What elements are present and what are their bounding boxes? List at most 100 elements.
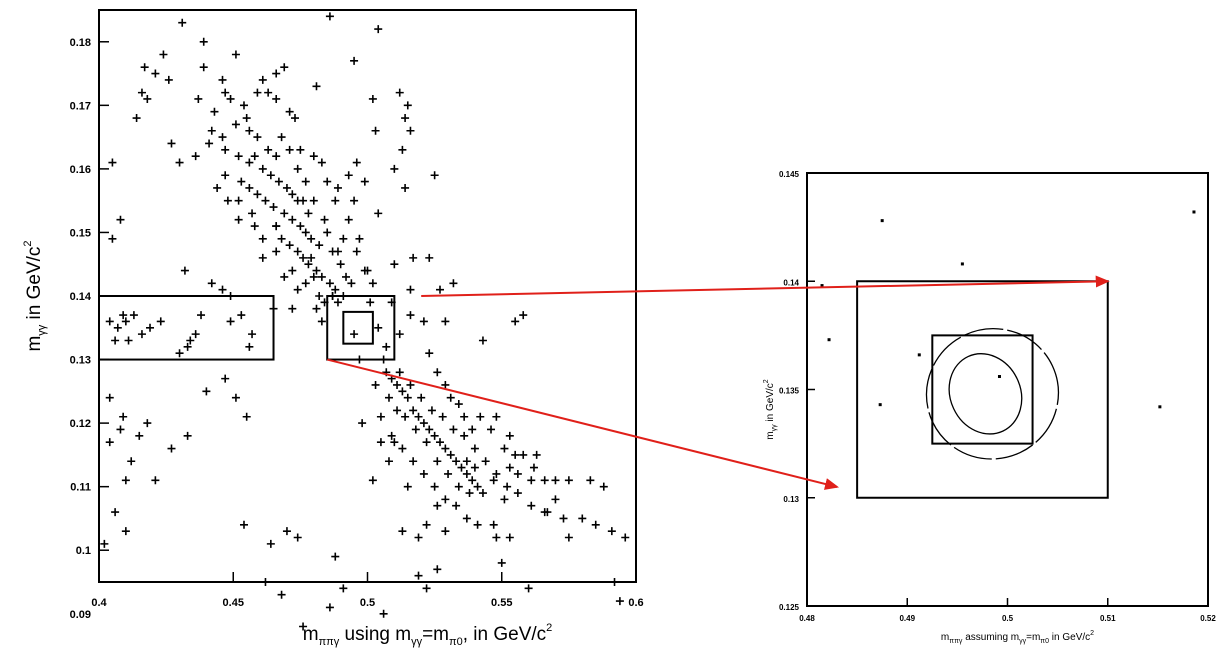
data-point [387,298,396,307]
data-point [419,469,428,478]
data-point [261,196,270,205]
data-point [615,597,624,606]
data-point [382,342,391,351]
data-point [323,228,332,237]
data-point [403,101,412,110]
data-point [376,438,385,447]
data-point [293,533,302,542]
data-point [347,279,356,288]
data-point [309,152,318,161]
data-point [997,375,1001,379]
data-point [248,209,257,218]
data-point [288,215,297,224]
data-point [325,603,334,612]
data-point [296,145,305,154]
data-point [323,177,332,186]
data-point [234,196,243,205]
data-point [470,444,479,453]
data-point [282,527,291,536]
zoom-y-ticks: 0.125 0.13 0.135 0.14 0.145 [779,170,815,612]
data-point [473,482,482,491]
data-point [511,450,520,459]
selection-box [856,280,1109,499]
data-point [513,489,522,498]
data-point [441,495,450,504]
data-point [462,514,471,523]
data-point [207,279,216,288]
data-point [406,311,415,320]
x-tick-label: 0.48 [799,614,815,623]
data-point [446,393,455,402]
selection-box [98,295,275,361]
data-point [379,609,388,618]
data-point [248,330,257,339]
data-point [253,88,262,97]
data-point [454,482,463,491]
zoom-x-axis-label: mππγ assuming mγγ=mπ0 in GeV/c2 [941,630,1094,645]
y-tick-label: 0.16 [70,164,91,176]
data-point [309,196,318,205]
data-point [419,419,428,428]
data-point [108,158,117,167]
data-point [312,304,321,313]
scatter-x-ticks: 0.4 0.45 0.5 0.55 0.6 [91,572,644,609]
data-point [368,279,377,288]
data-point [272,94,281,103]
data-point [143,94,152,103]
data-point [564,533,573,542]
data-point [374,323,383,332]
y-tick-label: 0.17 [70,100,91,112]
data-point [167,139,176,148]
y-tick-label: 0.13 [70,355,91,367]
y-tick-label: 0.145 [779,170,800,179]
data-point [301,279,310,288]
data-point [511,317,520,326]
zoom-arrow [326,358,840,490]
data-point [610,578,619,586]
data-point [457,463,466,472]
data-point [827,338,831,342]
data-point [398,387,407,396]
data-point [180,266,189,275]
data-point [395,88,404,97]
data-point [231,120,240,129]
data-point [105,317,114,326]
y-tick-label: 0.18 [70,37,91,49]
data-point [500,495,509,504]
data-point [315,292,324,300]
data-point [258,234,267,243]
data-point [116,215,125,224]
data-point [355,234,364,243]
data-point [304,209,313,218]
data-point [425,349,434,358]
x-tick-label: 0.6 [628,597,643,609]
data-point [339,292,348,300]
data-point [374,25,383,34]
x-tick-label: 0.49 [899,614,915,623]
data-point [307,253,316,262]
data-point [390,260,399,269]
data-point [221,88,230,97]
data-point [481,457,490,466]
data-point [272,152,281,161]
y-tick-label: 0.15 [70,227,91,239]
data-point [532,450,541,459]
data-point [207,126,216,135]
data-point [231,50,240,59]
scatter-y-ticks: 0.1 0.11 0.12 0.13 0.14 0.15 0.16 0.17 0.18 0.09 [70,37,109,621]
data-point [1158,405,1162,409]
data-point [820,284,824,288]
data-point [374,209,383,218]
data-point [108,234,117,243]
data-point [202,387,211,396]
data-point [492,412,501,421]
data-point [371,380,380,389]
data-point [296,222,305,231]
data-point [269,203,278,212]
data-point [137,88,146,97]
data-point [470,463,479,472]
data-point [878,403,882,407]
data-point [444,469,453,478]
contour-line [925,328,1060,460]
data-point [194,94,203,103]
